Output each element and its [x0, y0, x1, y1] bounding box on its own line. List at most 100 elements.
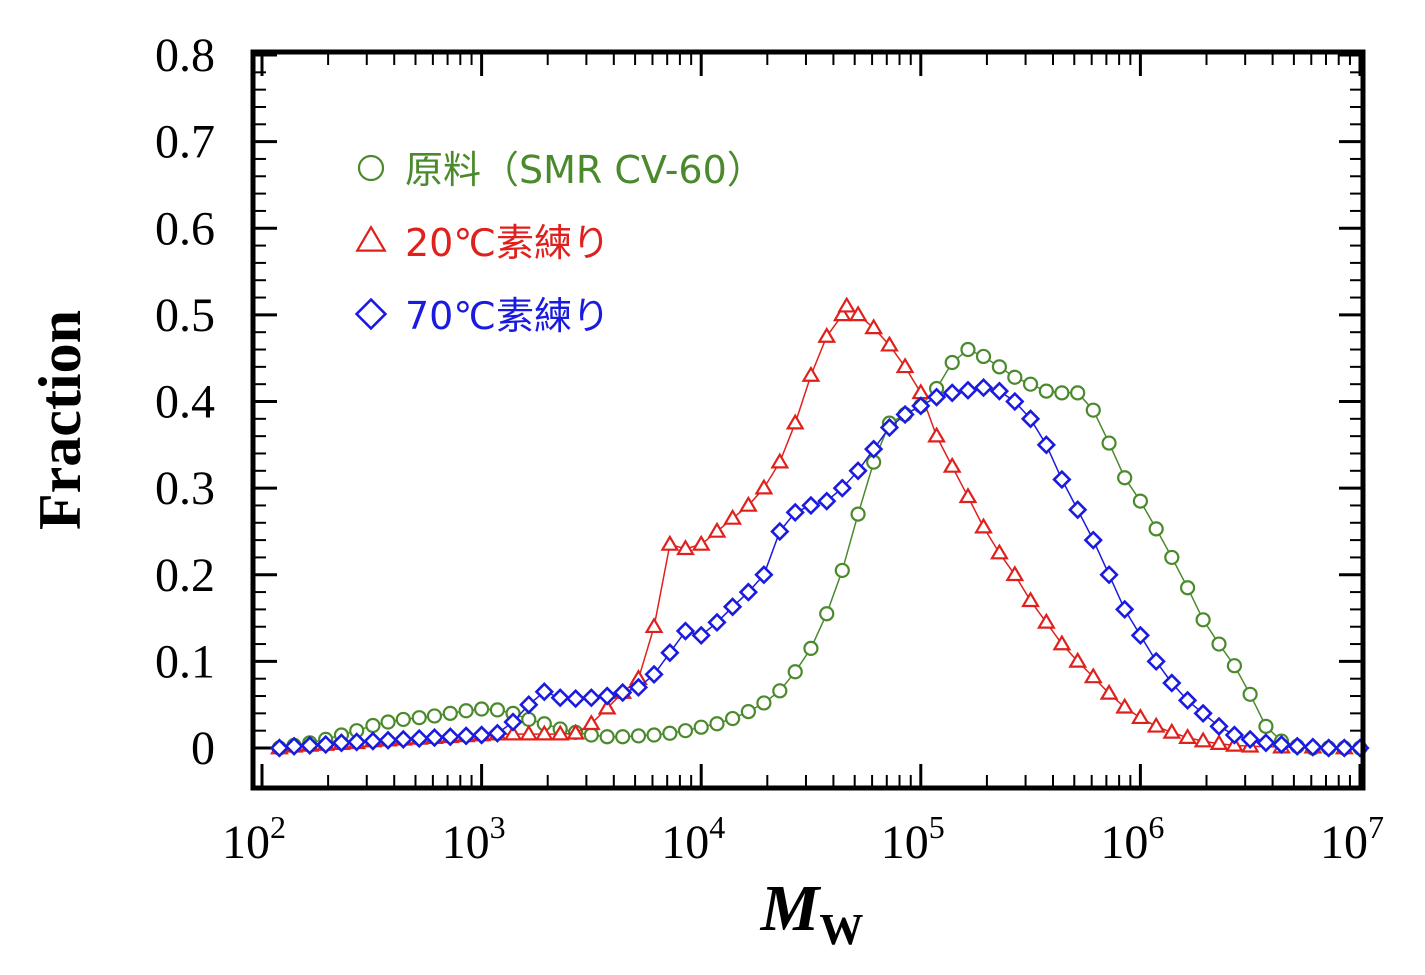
data-point-diamond [519, 695, 539, 715]
data-point-circle [960, 341, 976, 358]
data-point-circle [834, 562, 850, 579]
x-axis-label-sub: W [819, 905, 863, 954]
series-circle [271, 341, 1368, 756]
data-point-diamond [770, 521, 790, 542]
data-point-diamond [534, 682, 554, 702]
data-point-diamond [1115, 599, 1135, 620]
data-point-triangle [566, 723, 586, 740]
data-point-diamond [1334, 738, 1354, 758]
data-point-triangle [1178, 727, 1197, 744]
x-tick-label: 102 [222, 809, 286, 869]
y-tick-label: 0 [191, 722, 215, 775]
data-point-circle [1117, 470, 1133, 486]
data-point-triangle [817, 326, 837, 343]
y-tick-label: 0.8 [155, 29, 215, 82]
data-point-diamond [1256, 733, 1276, 753]
y-tick-label: 0.4 [155, 376, 215, 429]
data-point-diamond [440, 727, 460, 747]
data-point-triangle [958, 487, 978, 504]
x-tick-label: 104 [661, 809, 725, 869]
data-point-triangle [503, 724, 523, 741]
data-point-circle [1258, 718, 1274, 734]
data-point-circle [426, 708, 443, 724]
data-point-circle [442, 705, 458, 721]
data-point-circle [1022, 376, 1039, 392]
y-tick-label: 0.1 [155, 635, 215, 688]
x-tick-exponent: 3 [490, 809, 506, 845]
data-point-diamond [550, 688, 570, 708]
data-point-circle [583, 727, 599, 743]
data-point-triangle [848, 305, 868, 322]
data-point-circle [646, 727, 662, 743]
data-point-triangle [801, 365, 821, 382]
data-point-circle [1148, 521, 1164, 537]
data-point-diamond [1319, 738, 1339, 758]
data-point-diamond [864, 439, 884, 459]
data-point-circle [693, 719, 709, 735]
legend: 原料（SMR CV-60） 20℃素練り 70℃素練り [354, 148, 765, 338]
data-point-triangle [770, 452, 790, 469]
data-point-circle [709, 716, 725, 732]
data-point-triangle [1162, 722, 1182, 739]
data-point-triangle [1083, 667, 1103, 684]
data-point-diamond [1303, 737, 1323, 757]
data-point-diamond [879, 417, 900, 438]
data-point-diamond [487, 723, 508, 743]
data-point-diamond [801, 495, 821, 516]
x-tick-base: 10 [222, 816, 270, 869]
series-line-diamond [279, 386, 1360, 749]
data-point-triangle [723, 508, 743, 525]
data-point-diamond [316, 734, 336, 755]
data-point-diamond [1083, 530, 1103, 550]
data-point-diamond [378, 730, 398, 750]
data-point-diamond [895, 404, 915, 425]
plot-frame [250, 49, 1366, 791]
data-point-circle [850, 506, 866, 522]
data-point-diamond [503, 712, 523, 732]
x-tick-base: 10 [1100, 816, 1148, 869]
y-axis-label: Fraction [27, 310, 93, 530]
legend-label-diamond: 70℃素練り [405, 294, 610, 338]
data-point-diamond [926, 387, 947, 407]
data-point-diamond [613, 682, 633, 703]
data-point-triangle [519, 724, 539, 741]
data-point-circle [411, 710, 427, 726]
data-point-circle [1054, 385, 1070, 401]
data-point-diamond [707, 612, 727, 633]
data-point-diamond [1020, 409, 1041, 429]
data-point-circle [474, 701, 490, 717]
x-tick-exponent: 2 [270, 809, 286, 845]
data-point-diamond [722, 597, 743, 617]
data-point-diamond [1271, 734, 1292, 755]
data-point-circle [365, 717, 381, 734]
data-point-triangle [1036, 612, 1056, 629]
data-point-triangle [990, 543, 1009, 560]
data-point-circle [521, 711, 537, 728]
x-tick-base: 10 [881, 816, 929, 869]
legend-label-circle: 原料（SMR CV-60） [405, 148, 765, 192]
data-point-diamond [628, 677, 649, 698]
data-point-diamond [269, 738, 290, 758]
data-point-circle [772, 683, 788, 699]
data-point-diamond [1240, 729, 1260, 749]
x-axis-ticks: 102 103 104 105 106 107 [222, 52, 1384, 869]
x-axis-label-main: M [760, 872, 822, 945]
x-tick-exponent: 5 [929, 809, 945, 845]
x-tick-exponent: 7 [1368, 809, 1384, 845]
data-point-triangle [534, 724, 554, 741]
data-point-diamond [1162, 673, 1182, 693]
data-point-triangle [1146, 716, 1166, 733]
y-axis-ticks: 0.8 0.7 0.6 0.5 0.4 0.3 0.2 0.1 0 [155, 29, 1363, 775]
x-tick-exponent: 6 [1148, 809, 1164, 845]
data-point-triangle [880, 335, 899, 352]
data-point-diamond [660, 643, 680, 663]
data-point-triangle [691, 534, 711, 551]
data-point-diamond [675, 621, 696, 641]
x-tick-label: 107 [1320, 809, 1384, 869]
data-point-triangle [1005, 565, 1025, 582]
x-tick-label: 106 [1100, 809, 1164, 869]
data-point-diamond [331, 733, 352, 753]
data-point-triangle [974, 517, 993, 534]
data-point-triangle [1115, 697, 1135, 714]
